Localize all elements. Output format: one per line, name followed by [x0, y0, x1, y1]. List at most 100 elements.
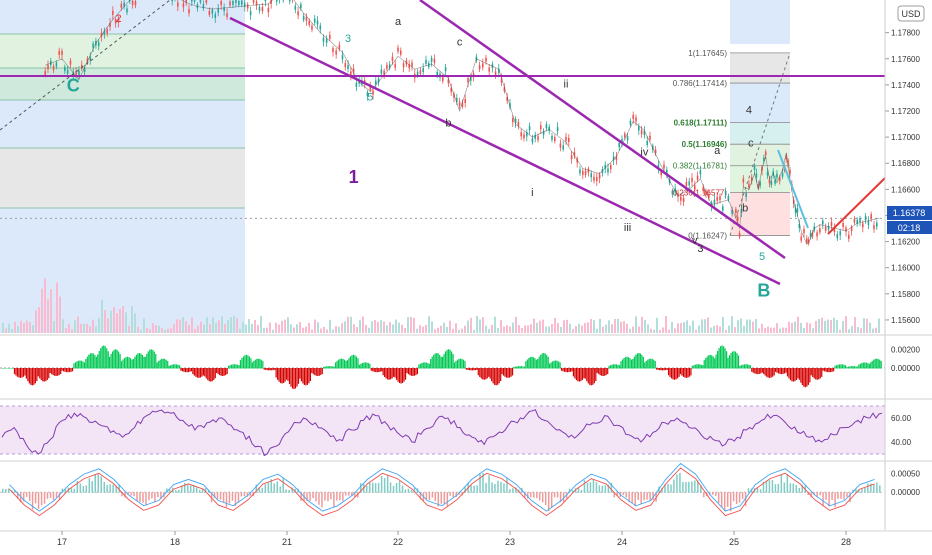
wave-label: c	[457, 37, 463, 49]
price-candle	[320, 25, 322, 29]
macd-histogram-bar	[11, 368, 12, 369]
price-candle	[70, 61, 72, 65]
wave-label: iii	[624, 222, 631, 234]
volume-bar	[545, 326, 547, 333]
price-candle	[716, 197, 718, 201]
macd-histogram-bar	[606, 368, 607, 375]
price-candle	[816, 232, 818, 236]
volume-bar	[89, 326, 91, 333]
osc-bar	[685, 482, 687, 493]
macd-histogram-bar	[857, 367, 858, 369]
macd-histogram-bar	[760, 368, 761, 373]
macd-histogram-bar	[725, 348, 726, 368]
volume-bar	[158, 326, 160, 333]
osc-bar	[223, 492, 225, 502]
rsi-tick-label: 40.00	[891, 438, 912, 447]
macd-histogram-bar	[42, 368, 43, 381]
macd-histogram-bar	[69, 368, 70, 372]
macd-histogram-bar	[215, 368, 216, 378]
price-candle	[782, 173, 784, 177]
osc-bar	[491, 482, 493, 492]
rsi-panel[interactable]	[0, 406, 885, 456]
macd-histogram-bar	[580, 368, 581, 381]
macd-histogram-bar	[408, 368, 409, 374]
volume-bar	[560, 327, 562, 333]
macd-histogram-bar	[504, 368, 505, 377]
volume-bar	[470, 318, 472, 333]
price-candle	[308, 21, 310, 25]
price-candle	[235, 0, 237, 3]
macd-histogram-bar	[598, 368, 599, 374]
volume-bar	[647, 324, 649, 333]
price-candle	[329, 35, 331, 39]
volume-bar	[746, 319, 748, 333]
price-candle	[632, 115, 634, 119]
price-candle	[431, 58, 433, 62]
price-candle	[540, 125, 542, 129]
macd-histogram-bar	[671, 368, 672, 378]
macd-histogram-bar	[167, 361, 168, 368]
osc-bar	[876, 482, 878, 492]
osc-bar	[318, 492, 320, 505]
macd-histogram-bar	[564, 368, 565, 372]
macd-histogram-bar	[164, 359, 165, 369]
macd-histogram-bar	[207, 368, 208, 380]
volume-bar	[455, 323, 457, 333]
macd-histogram-bar	[537, 359, 538, 369]
macd-histogram-bar	[771, 368, 772, 378]
macd-histogram-bar	[270, 368, 271, 370]
macd-histogram-bar	[267, 368, 268, 370]
macd-histogram-bar	[436, 353, 437, 368]
volume-bar	[227, 320, 229, 333]
macd-histogram-bar	[235, 364, 236, 368]
price-candle	[425, 60, 427, 64]
macd-histogram-bar	[808, 368, 809, 385]
macd-histogram-bar	[701, 365, 702, 369]
volume-bar	[200, 322, 202, 333]
macd-histogram-bar	[790, 368, 791, 380]
macd-histogram-bar	[265, 368, 266, 370]
macd-histogram-bar	[252, 362, 253, 368]
macd-histogram-bar	[748, 365, 749, 369]
osc-bar	[312, 492, 314, 498]
price-candle	[121, 4, 123, 8]
macd-histogram-bar	[192, 368, 193, 374]
volume-bar	[743, 326, 745, 333]
price-candle	[332, 48, 334, 52]
macd-histogram-bar	[812, 368, 813, 377]
volume-bar	[251, 324, 253, 333]
volume-bar	[167, 329, 169, 333]
macd-histogram-bar	[873, 360, 874, 369]
osc-bar	[557, 492, 559, 497]
volume-bar	[548, 326, 550, 333]
osc-bar	[479, 474, 481, 492]
macd-histogram-bar	[490, 368, 491, 379]
macd-histogram-bar	[314, 368, 315, 375]
volume-bar	[662, 327, 664, 333]
volume-bar	[728, 326, 730, 333]
macd-histogram-bar	[571, 368, 572, 371]
volume-bar	[413, 318, 415, 333]
macd-histogram-bar	[638, 353, 639, 368]
price-candle	[646, 141, 648, 145]
macd-histogram-bar	[111, 354, 112, 369]
price-candle	[700, 170, 702, 174]
macd-histogram-bar	[53, 368, 54, 375]
macd-histogram-bar	[445, 351, 446, 368]
osc-bar	[748, 488, 750, 492]
volume-bar	[86, 324, 88, 333]
price-candle	[859, 218, 861, 222]
price-candle	[822, 220, 824, 224]
volume-bar	[734, 327, 736, 333]
volume-bar	[824, 321, 826, 333]
volume-bar	[254, 320, 256, 333]
macd-histogram-bar	[166, 360, 167, 369]
macd-histogram-bar	[158, 361, 159, 369]
osc-bar	[71, 488, 73, 493]
osc-bar	[136, 492, 138, 501]
price-candle	[722, 206, 724, 210]
price-candle	[590, 173, 592, 177]
wave-label: iv	[640, 146, 648, 158]
macd-histogram-bar	[458, 359, 459, 369]
